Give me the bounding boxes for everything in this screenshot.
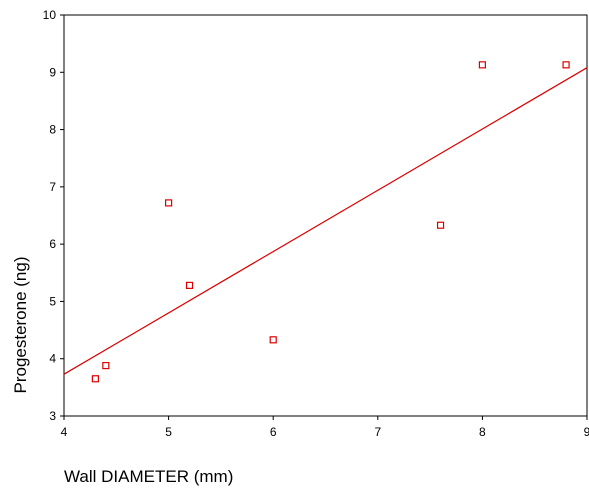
x-tick-label: 5 (165, 425, 172, 439)
data-point (91, 375, 99, 383)
y-tick-label: 10 (43, 8, 57, 22)
data-points (91, 61, 570, 383)
regression-line-group (63, 67, 588, 375)
x-tick-label: 8 (479, 425, 486, 439)
y-tick-label: 4 (49, 352, 56, 366)
data-point (185, 281, 194, 289)
x-axis-title: Wall DIAMETER (mm) (64, 467, 233, 486)
data-point (102, 361, 110, 370)
data-point (269, 336, 277, 344)
data-point (165, 199, 173, 207)
x-tick-label: 4 (61, 425, 68, 439)
data-point (562, 61, 570, 69)
y-tick-label: 7 (49, 180, 56, 194)
y-axis-ticks: 3 4 5 6 7 8 9 10 (43, 8, 64, 423)
y-axis-title: Progesterone (ng) (11, 256, 30, 393)
y-tick-label: 6 (49, 237, 56, 251)
y-tick-label: 5 (49, 294, 56, 308)
y-tick-label: 8 (49, 123, 56, 137)
y-tick-label: 9 (49, 65, 56, 79)
regression-line (63, 67, 588, 375)
x-tick-label: 9 (584, 425, 589, 439)
y-tick-label: 3 (49, 409, 56, 423)
plot-area-border (63, 14, 588, 417)
x-tick-label: 7 (374, 425, 381, 439)
data-point (436, 221, 445, 229)
x-tick-label: 6 (270, 425, 277, 439)
plot-frame (63, 14, 588, 417)
x-axis-ticks: 4 5 6 7 8 9 (61, 416, 589, 439)
data-point (478, 61, 486, 69)
